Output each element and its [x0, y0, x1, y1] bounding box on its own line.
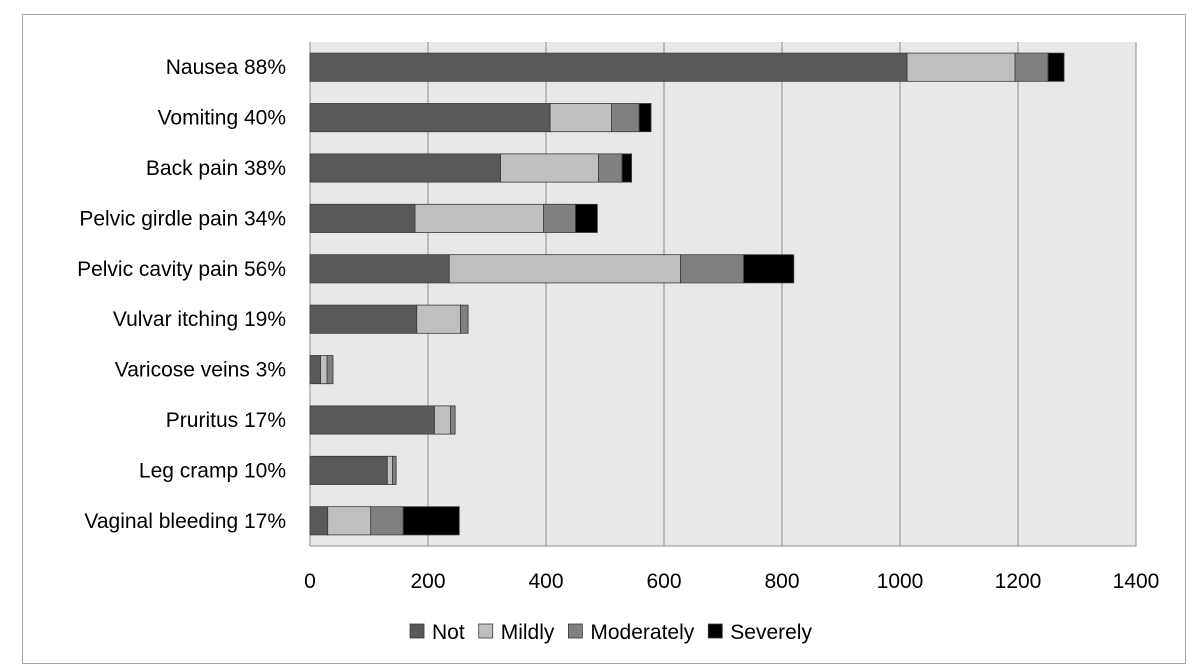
- legend-label-not: Not: [432, 621, 465, 644]
- category-label: Back pain 38%: [146, 157, 286, 180]
- bar-segment-not: [309, 203, 416, 233]
- category-label: Vaginal bleeding 17%: [84, 510, 286, 533]
- bar-segment-severely: [575, 203, 598, 233]
- bar-segment-moderately: [460, 304, 469, 334]
- category-label: Pelvic girdle pain 34%: [79, 207, 286, 230]
- bar-segment-mildly: [386, 455, 394, 485]
- category-label: Vulvar itching 19%: [113, 308, 286, 331]
- bar-segment-not: [309, 254, 450, 284]
- x-tick-label: 0: [304, 570, 316, 593]
- bar-segment-not: [309, 103, 551, 133]
- x-tick-label: 600: [646, 570, 681, 593]
- bar-segment-mildly: [327, 506, 372, 536]
- bar-segment-severely: [402, 506, 460, 536]
- bar-segment-not: [309, 304, 418, 334]
- category-label: Pelvic cavity pain 56%: [77, 258, 286, 281]
- legend-label-severely: Severely: [730, 621, 812, 644]
- bar-segment-moderately: [392, 455, 397, 485]
- bar-segment-moderately: [680, 254, 745, 284]
- bar-segment-severely: [621, 153, 632, 183]
- legend-label-mildly: Mildly: [501, 621, 555, 644]
- bar-segment-moderately: [543, 203, 576, 233]
- bar-segment-moderately: [370, 506, 404, 536]
- x-tick-label: 200: [410, 570, 445, 593]
- legend-swatch-mildly: [478, 623, 494, 639]
- legend-swatch-moderately: [567, 623, 583, 639]
- legend-swatch-not: [409, 623, 425, 639]
- bar-segment-mildly: [320, 355, 328, 385]
- chart-frame: Nausea 88% Vomiting 40% Back pain 38% Pelvi…: [22, 14, 1186, 664]
- x-tick-label: 800: [764, 570, 799, 593]
- x-tick-label: 400: [528, 570, 563, 593]
- category-label: Pruritus 17%: [166, 409, 286, 432]
- bar-segment-not: [309, 153, 501, 183]
- x-tick-label: 1200: [995, 570, 1042, 593]
- category-label: Nausea 88%: [166, 56, 286, 79]
- bar-segment-severely: [1047, 52, 1065, 82]
- bar-segment-not: [309, 355, 322, 385]
- bar-segment-not: [309, 405, 435, 435]
- legend-swatch-severely: [707, 623, 723, 639]
- bar-segment-mildly: [434, 405, 451, 435]
- bar-segment-mildly: [500, 153, 599, 183]
- category-label: Vomiting 40%: [158, 107, 286, 130]
- bar-segment-mildly: [906, 52, 1016, 82]
- bar-segment-mildly: [448, 254, 681, 284]
- x-tick-label: 1000: [877, 570, 924, 593]
- bar-segment-mildly: [414, 203, 545, 233]
- bar-segment-mildly: [416, 304, 461, 334]
- bar-segment-moderately: [450, 405, 456, 435]
- bar-segment-not: [309, 506, 329, 536]
- bar-segment-not: [309, 52, 908, 82]
- bar-segment-severely: [743, 254, 795, 284]
- bar-segment-moderately: [611, 103, 640, 133]
- bar-segment-not: [309, 455, 388, 485]
- bar-segment-severely: [638, 103, 652, 133]
- category-label: Varicose veins 3%: [115, 359, 286, 382]
- legend-label-moderately: Moderately: [590, 621, 694, 644]
- bar-segment-moderately: [1014, 52, 1049, 82]
- x-tick-label: 1400: [1113, 570, 1160, 593]
- bar-segment-mildly: [549, 103, 612, 133]
- bar-segment-moderately: [598, 153, 623, 183]
- category-label: Leg cramp 10%: [139, 459, 286, 482]
- bar-segment-moderately: [326, 355, 334, 385]
- stacked-bar-chart: Nausea 88% Vomiting 40% Back pain 38% Pelvi…: [77, 42, 1160, 644]
